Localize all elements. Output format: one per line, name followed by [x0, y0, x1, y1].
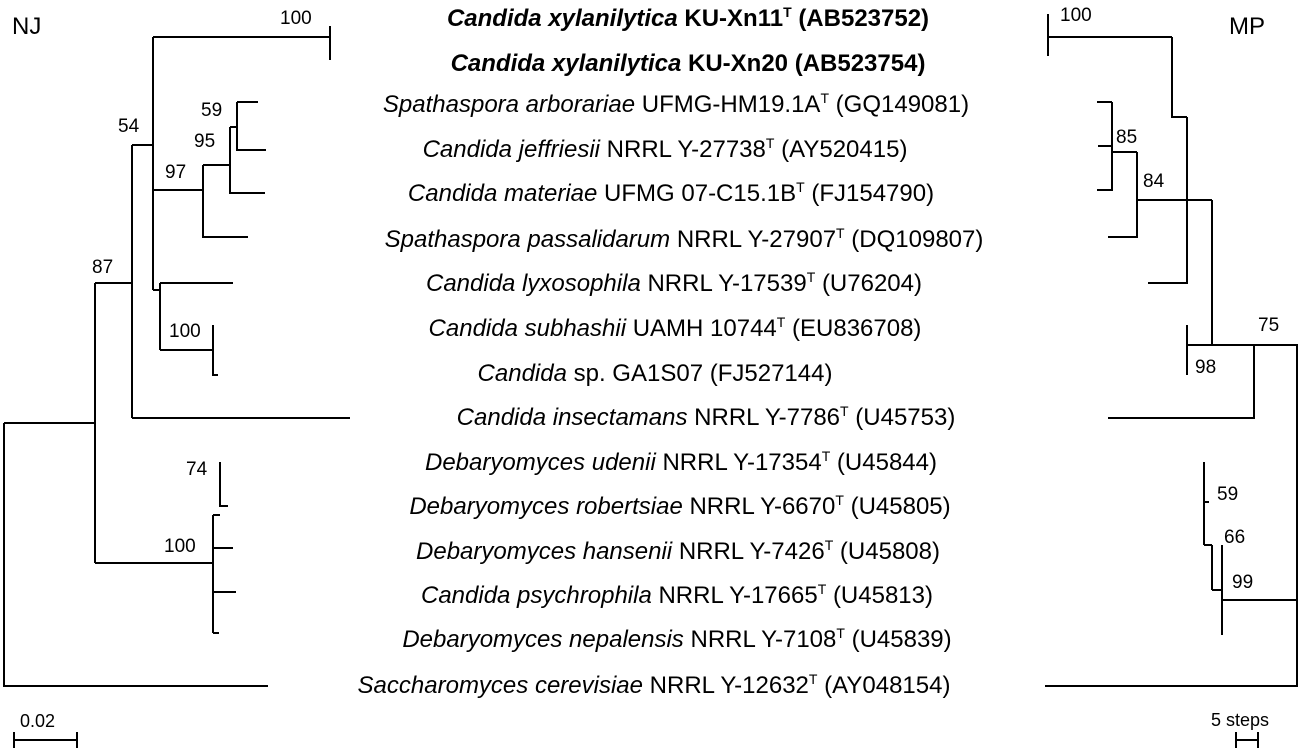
nj-support-value: 59 — [201, 100, 222, 121]
mp-support-value: 66 — [1224, 527, 1245, 548]
mp-support-value: 85 — [1116, 127, 1137, 148]
mp-support-value: 84 — [1143, 171, 1165, 192]
taxon-label: Saccharomyces cerevisiae NRRL Y-12632T (… — [358, 671, 951, 699]
nj-support-value: 95 — [194, 131, 215, 152]
nj-support-value: 100 — [169, 321, 201, 342]
mp-support-value: 59 — [1217, 484, 1238, 505]
nj-bootstrap-values: 100 54 59 95 97 87 100 74 100 — [92, 8, 312, 557]
strain-text — [678, 5, 685, 32]
nj-scale-label: 0.02 — [20, 711, 55, 731]
nj-method-label: NJ — [12, 13, 41, 40]
taxon-label: Debaryomyces udenii NRRL Y-17354T (U4584… — [425, 448, 937, 476]
mp-scale-bar: 5 steps — [1211, 710, 1269, 748]
mp-bootstrap-values: 100 85 84 75 98 59 66 99 — [1060, 5, 1279, 593]
taxon-label: Candida lyxosophila NRRL Y-17539T (U7620… — [426, 269, 922, 297]
mp-tree-branches — [1045, 14, 1298, 687]
mp-support-value: 98 — [1195, 357, 1216, 378]
taxon-label: Candida subhashii UAMH 10744T (EU836708) — [429, 314, 922, 342]
taxon-label: Candida insectamans NRRL Y-7786T (U45753… — [457, 403, 956, 431]
nj-support-value: 54 — [118, 116, 140, 137]
nj-scale-bar: 0.02 — [13, 711, 78, 748]
taxon-label: Candida sp. GA1S07 (FJ527144) — [478, 360, 833, 387]
nj-support-value: 100 — [164, 536, 196, 557]
taxon-label: Candida psychrophila NRRL Y-17665T (U458… — [421, 581, 933, 609]
nj-tree-branches — [3, 26, 350, 687]
nj-support-value: 100 — [280, 8, 312, 29]
mp-support-value: 100 — [1060, 5, 1092, 26]
taxon-labels: Candida xylanilytica KU-Xn11T (AB523752)… — [358, 4, 984, 699]
nj-support-value: 87 — [92, 257, 113, 278]
mp-support-value: 75 — [1258, 315, 1279, 336]
nj-support-value: 74 — [186, 459, 208, 480]
taxon-label: Candida xylanilytica KU-Xn20 (AB523754) — [451, 50, 926, 77]
taxon-label: Candida xylanilytica KU-Xn11T (AB523752) — [447, 4, 929, 32]
taxon-label: Debaryomyces robertsiae NRRL Y-6670T (U4… — [409, 492, 950, 520]
taxon-label: Debaryomyces nepalensis NRRL Y-7108T (U4… — [402, 625, 951, 653]
taxon-label: Candida jeffriesii NRRL Y-27738T (AY5204… — [423, 135, 908, 163]
taxon-label: Spathaspora passalidarum NRRL Y-27907T (… — [385, 225, 984, 253]
mp-method-label: MP — [1229, 13, 1265, 40]
mp-scale-label: 5 steps — [1211, 710, 1269, 730]
mp-support-value: 99 — [1232, 572, 1253, 593]
taxon-label: Candida materiae UFMG 07-C15.1BT (FJ1547… — [408, 179, 934, 207]
nj-support-value: 97 — [165, 162, 186, 183]
taxon-label: Debaryomyces hansenii NRRL Y-7426T (U458… — [416, 537, 940, 565]
taxon-label: Spathaspora arborariae UFMG-HM19.1AT (GQ… — [383, 90, 969, 118]
